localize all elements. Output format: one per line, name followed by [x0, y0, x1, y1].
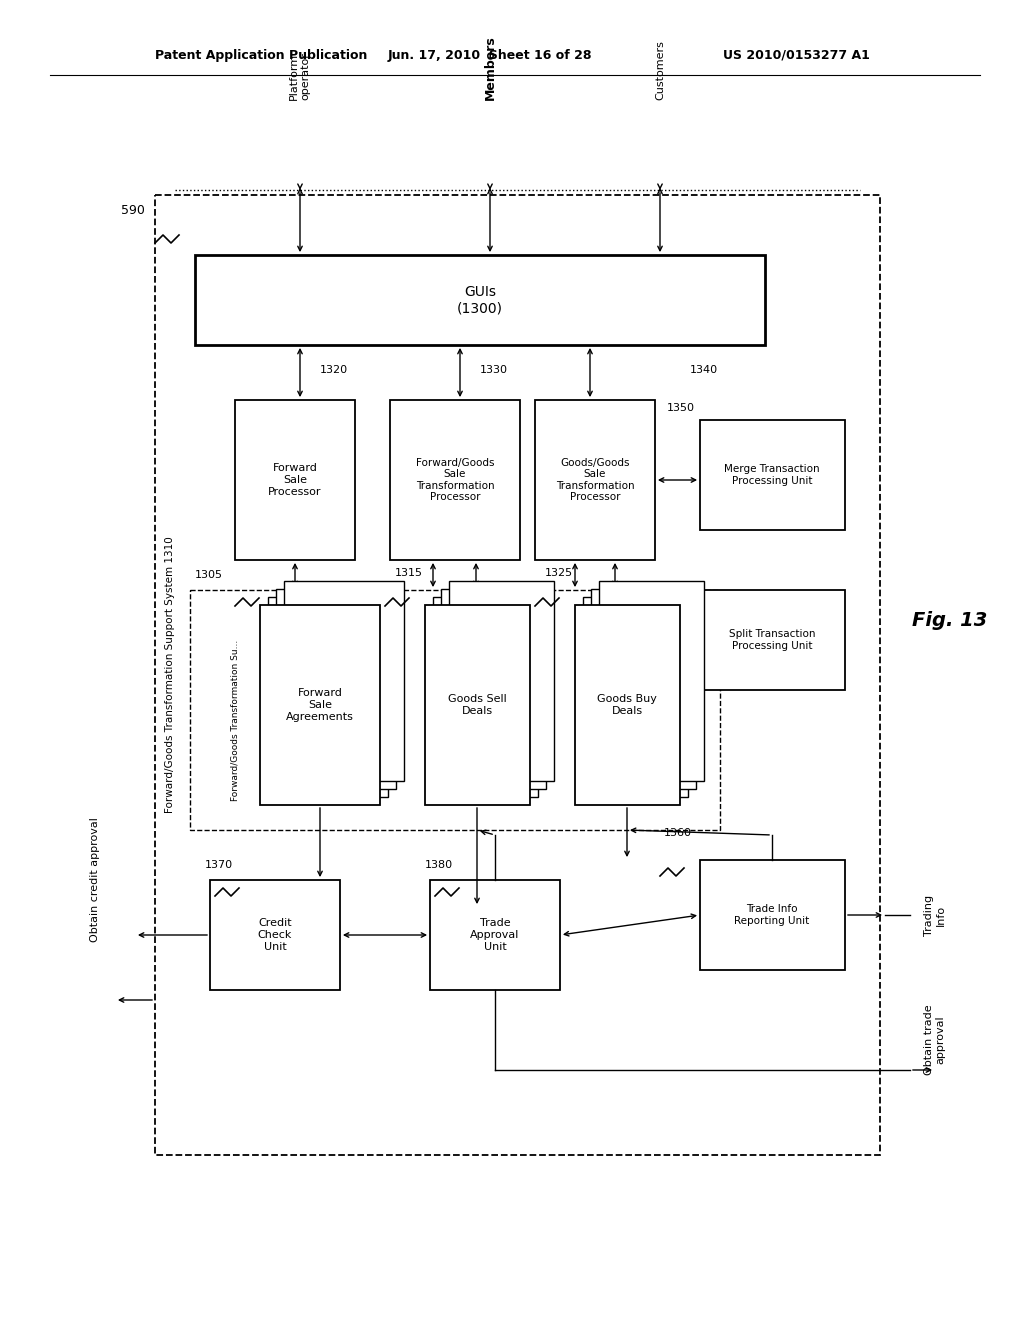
Bar — [425, 605, 530, 805]
Text: Forward
Sale
Processor: Forward Sale Processor — [268, 463, 322, 496]
Bar — [195, 255, 765, 345]
Bar — [583, 597, 688, 797]
Text: Merge Transaction
Processing Unit: Merge Transaction Processing Unit — [724, 465, 820, 486]
Text: Trade Info
Reporting Unit: Trade Info Reporting Unit — [734, 904, 810, 925]
Text: Goods/Goods
Sale
Transformation
Processor: Goods/Goods Sale Transformation Processo… — [556, 458, 634, 503]
Text: 1360: 1360 — [664, 828, 692, 838]
Text: Members: Members — [483, 36, 497, 100]
Text: 1330: 1330 — [480, 366, 508, 375]
Bar — [433, 597, 538, 797]
Text: Forward/Goods Transformation Su...: Forward/Goods Transformation Su... — [230, 639, 240, 801]
Bar — [234, 400, 355, 560]
Text: Trade
Approval
Unit: Trade Approval Unit — [470, 919, 520, 952]
Text: 1315: 1315 — [395, 568, 423, 578]
Bar — [210, 880, 340, 990]
Text: 1340: 1340 — [690, 366, 718, 375]
Bar — [535, 400, 655, 560]
Bar — [441, 589, 546, 789]
Text: Obtain credit approval: Obtain credit approval — [90, 817, 100, 942]
Bar — [591, 589, 696, 789]
Bar — [599, 581, 705, 781]
Bar — [155, 195, 880, 1155]
Bar — [268, 597, 388, 797]
Text: Fig. 13: Fig. 13 — [912, 610, 988, 630]
Text: 1370: 1370 — [205, 861, 233, 870]
Text: GUIs
(1300): GUIs (1300) — [457, 285, 503, 315]
Bar — [190, 590, 720, 830]
Bar — [430, 880, 560, 990]
Bar — [575, 605, 680, 805]
Text: Forward/Goods Transformation Support System 1310: Forward/Goods Transformation Support Sys… — [165, 537, 175, 813]
Text: 1380: 1380 — [425, 861, 454, 870]
Bar — [700, 590, 845, 690]
Text: Patent Application Publication: Patent Application Publication — [155, 49, 368, 62]
Text: Jun. 17, 2010  Sheet 16 of 28: Jun. 17, 2010 Sheet 16 of 28 — [388, 49, 592, 62]
Text: Platform
operator: Platform operator — [289, 51, 311, 100]
Text: 590: 590 — [121, 203, 145, 216]
Text: Credit
Check
Unit: Credit Check Unit — [258, 919, 292, 952]
Text: US 2010/0153277 A1: US 2010/0153277 A1 — [723, 49, 870, 62]
Bar — [390, 400, 520, 560]
Bar — [276, 589, 396, 789]
Text: 1325: 1325 — [545, 568, 573, 578]
Text: 1320: 1320 — [319, 366, 348, 375]
Bar — [449, 581, 554, 781]
Text: Customers: Customers — [655, 40, 665, 100]
Text: Split Transaction
Processing Unit: Split Transaction Processing Unit — [729, 630, 815, 651]
Text: Trading
Info: Trading Info — [925, 895, 946, 936]
Text: Obtain trade
approval: Obtain trade approval — [925, 1005, 946, 1076]
Text: Forward/Goods
Sale
Transformation
Processor: Forward/Goods Sale Transformation Proces… — [416, 458, 495, 503]
Bar — [700, 420, 845, 531]
Text: 1305: 1305 — [195, 570, 223, 579]
Bar — [260, 605, 380, 805]
Bar — [284, 581, 404, 781]
Bar — [700, 861, 845, 970]
Text: 1350: 1350 — [667, 403, 695, 413]
Text: Goods Sell
Deals: Goods Sell Deals — [447, 694, 507, 715]
Text: Goods Buy
Deals: Goods Buy Deals — [597, 694, 657, 715]
Text: Forward
Sale
Agreements: Forward Sale Agreements — [286, 689, 354, 722]
